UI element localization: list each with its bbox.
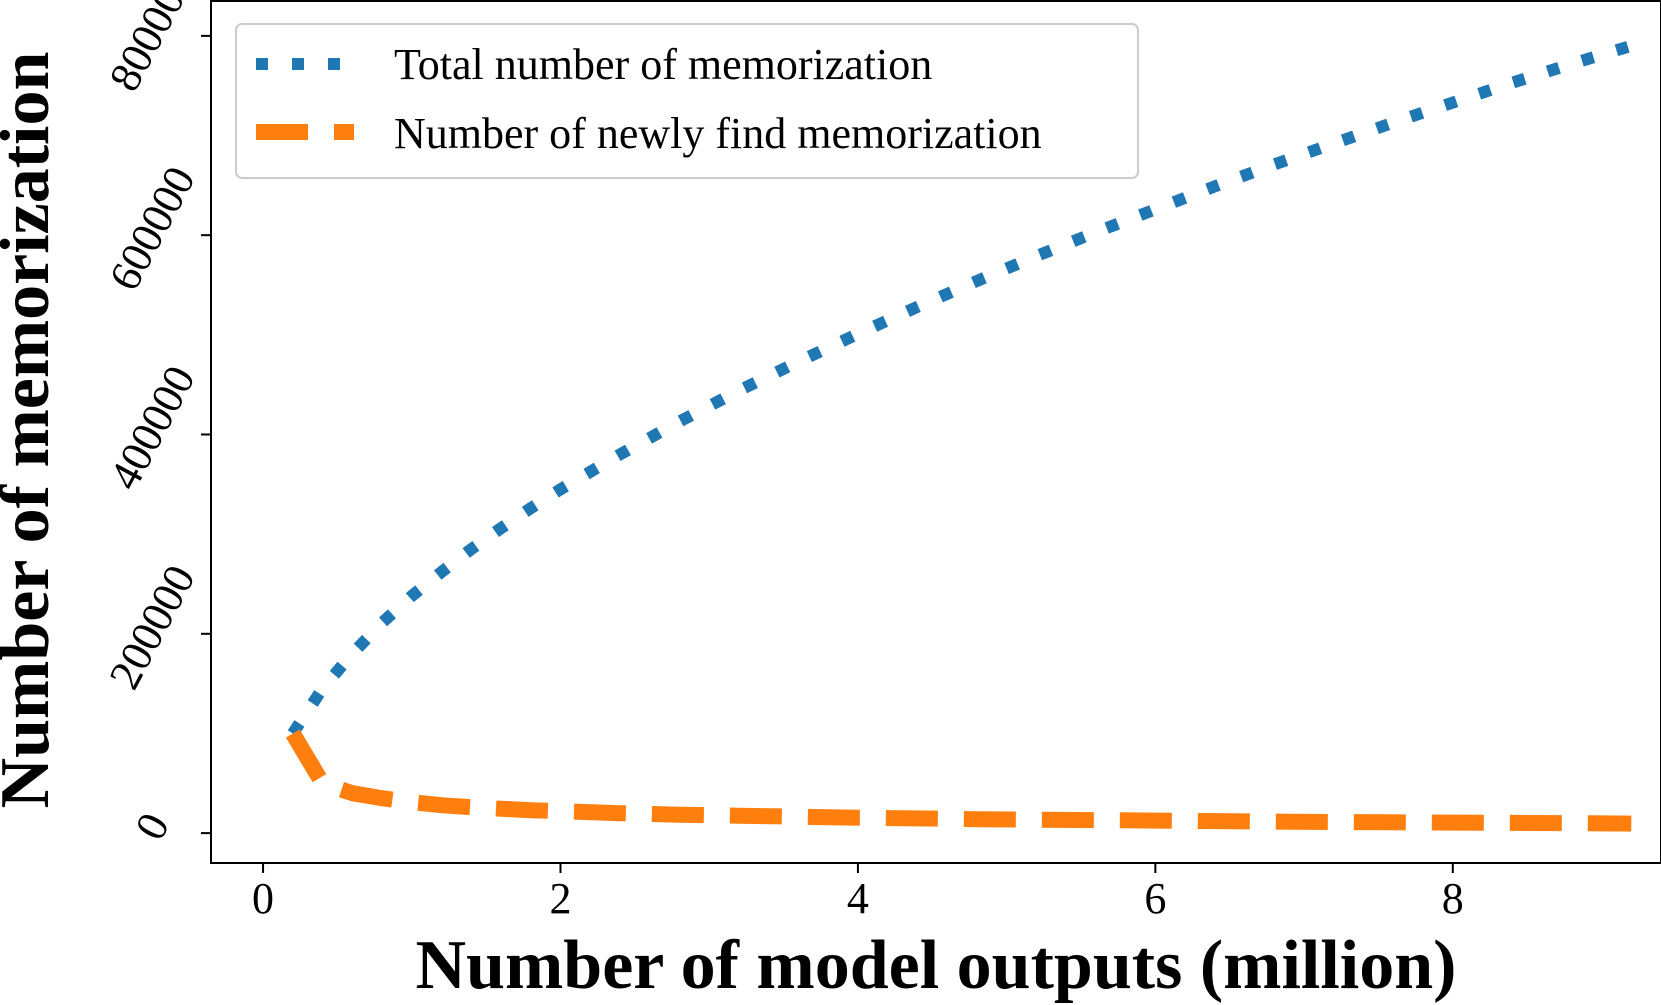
data-point xyxy=(679,421,680,422)
data-point xyxy=(1095,820,1096,821)
data-point xyxy=(560,489,561,490)
data-point xyxy=(1155,209,1156,210)
data-point xyxy=(917,306,918,307)
data-point xyxy=(501,808,502,809)
x-tick-label: 4 xyxy=(847,874,869,923)
data-point xyxy=(857,817,858,818)
legend-label-total-memorization: Total number of memorization xyxy=(394,40,932,89)
data-point xyxy=(530,508,531,509)
data-point xyxy=(501,528,502,529)
data-point xyxy=(1631,823,1632,824)
data-point xyxy=(1333,822,1334,823)
x-tick-label: 0 xyxy=(252,874,274,923)
data-point xyxy=(411,595,412,596)
data-point xyxy=(471,549,472,550)
data-point xyxy=(1214,821,1215,822)
data-point xyxy=(1333,143,1334,144)
data-point xyxy=(1631,45,1632,46)
data-point xyxy=(441,572,442,573)
data-point xyxy=(352,653,353,654)
data-point xyxy=(857,333,858,334)
plot-area-frame xyxy=(210,0,1661,864)
data-point xyxy=(322,783,323,784)
data-point xyxy=(530,810,531,811)
x-tick-label: 6 xyxy=(1144,874,1166,923)
data-point xyxy=(798,361,799,362)
data-point xyxy=(1512,82,1513,83)
data-point xyxy=(322,688,323,689)
data-point xyxy=(471,807,472,808)
x-tick-label: 8 xyxy=(1442,874,1464,923)
data-point xyxy=(382,798,383,799)
data-point xyxy=(619,454,620,455)
data-point xyxy=(1155,820,1156,821)
data-point xyxy=(1274,164,1275,165)
data-point xyxy=(560,811,561,812)
data-point xyxy=(1274,821,1275,822)
data-point xyxy=(1095,232,1096,233)
data-point xyxy=(1214,186,1215,187)
data-point xyxy=(1571,63,1572,64)
data-point xyxy=(738,815,739,816)
data-point xyxy=(976,819,977,820)
data-point xyxy=(1452,102,1453,103)
data-point xyxy=(352,793,353,794)
legend-label-newly-find-memorization: Number of newly find memorization xyxy=(394,109,1042,158)
series-layer xyxy=(285,40,1634,832)
data-point xyxy=(411,802,412,803)
data-point xyxy=(1393,122,1394,123)
series-line-1 xyxy=(285,729,1632,832)
x-tick-label: 2 xyxy=(549,874,571,923)
data-point xyxy=(976,281,977,282)
y-axis-label: Number of memorization xyxy=(0,52,64,809)
data-point xyxy=(1036,256,1037,257)
data-point xyxy=(1571,823,1572,824)
data-point xyxy=(1452,822,1453,823)
data-point xyxy=(679,814,680,815)
data-point xyxy=(1393,822,1394,823)
legend-box xyxy=(235,23,1139,179)
data-point xyxy=(1512,822,1513,823)
data-point xyxy=(1036,819,1037,820)
data-point xyxy=(382,622,383,623)
data-point xyxy=(917,818,918,819)
data-point xyxy=(292,733,293,734)
data-point xyxy=(441,805,442,806)
data-point xyxy=(798,816,799,817)
x-axis-label: Number of model outputs (million) xyxy=(416,927,1457,1004)
data-point xyxy=(738,390,739,391)
x-axis-ticks: 0 2 4 6 8 xyxy=(252,863,1464,923)
data-point xyxy=(619,813,620,814)
legend: Total number of memorization Number of n… xyxy=(235,23,1139,179)
